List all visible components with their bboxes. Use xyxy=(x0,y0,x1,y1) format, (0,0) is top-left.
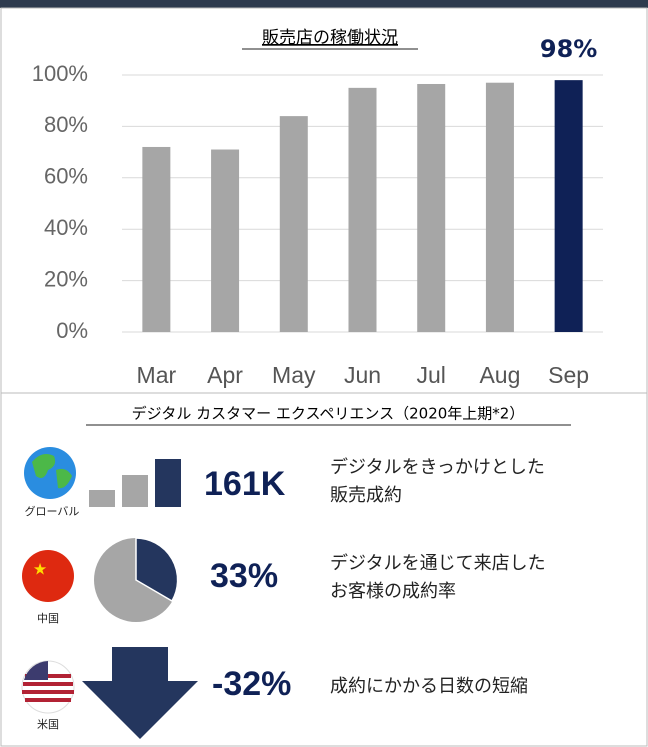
description: 成約にかかる日数の短縮 xyxy=(330,676,528,697)
mini-bar xyxy=(89,490,115,507)
x-tick-label: Mar xyxy=(137,362,177,388)
section-frame xyxy=(0,392,648,747)
flag-canton xyxy=(24,661,48,680)
stat: 161K xyxy=(204,465,286,503)
x-tick-label: May xyxy=(272,362,316,388)
y-tick-label: 100% xyxy=(32,61,88,86)
globe-land xyxy=(32,454,72,489)
bar xyxy=(417,83,446,333)
y-tick-label: 80% xyxy=(44,112,88,137)
pie-slice xyxy=(135,537,179,603)
region-label: 中国 xyxy=(37,612,59,625)
chart-frame xyxy=(0,7,648,394)
region-label: グローバル xyxy=(25,504,80,518)
description: デジタルを通じて来店した xyxy=(330,553,546,574)
section-title: デジタル カスタマー エクスペリエンス（2020年上期*2） xyxy=(132,405,525,423)
y-tick-label: 0% xyxy=(56,318,88,343)
description: お客様の成約率 xyxy=(330,581,456,602)
y-tick-label: 60% xyxy=(44,164,88,189)
x-tick-label: Aug xyxy=(479,362,520,388)
y-tick-label: 20% xyxy=(44,266,88,291)
x-tick-label: Jun xyxy=(344,362,381,388)
bar xyxy=(554,80,583,332)
top-bar xyxy=(0,0,648,8)
y-tick-label: 40% xyxy=(44,215,88,240)
bar xyxy=(142,146,171,332)
mini-bar xyxy=(155,459,181,507)
stat: -32% xyxy=(212,665,291,703)
bar xyxy=(348,87,377,332)
region-label: 米国 xyxy=(37,718,59,731)
description: 販売成約 xyxy=(330,485,402,506)
x-tick-label: Apr xyxy=(207,362,243,388)
flag-star: ★ xyxy=(33,560,47,579)
x-tick-label: Sep xyxy=(548,362,589,388)
down-arrow xyxy=(82,647,198,739)
chart: 0% 20% 40% 60% 80% 100% Mar Apr May Jun Jul Aug Sep 9… xyxy=(32,35,603,388)
description: デジタルをきっかけとした xyxy=(330,457,545,478)
chart-title: 販売店の稼働状況 xyxy=(262,28,398,48)
x-tick-label: Jul xyxy=(417,362,446,388)
value-label: 98% xyxy=(540,35,597,63)
bar xyxy=(211,149,240,332)
bar xyxy=(279,116,308,333)
mini-bar xyxy=(122,475,148,507)
stat: 33% xyxy=(210,557,278,595)
bar xyxy=(485,82,514,333)
china-flag xyxy=(22,550,74,602)
